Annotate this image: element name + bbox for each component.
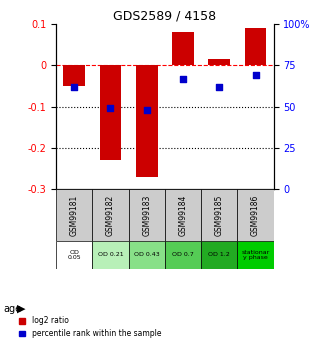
FancyBboxPatch shape [56, 241, 92, 269]
Text: GSM99186: GSM99186 [251, 194, 260, 236]
FancyBboxPatch shape [56, 189, 92, 241]
Bar [136, 66, 158, 177]
Text: age: age [3, 304, 21, 314]
Bar [245, 28, 267, 66]
Text: GSM99181: GSM99181 [70, 194, 79, 236]
FancyBboxPatch shape [92, 189, 128, 241]
Text: OD 1.2: OD 1.2 [208, 253, 230, 257]
Point [108, 106, 113, 111]
Text: OD 0.7: OD 0.7 [172, 253, 194, 257]
Bar [100, 66, 121, 160]
Point [72, 84, 77, 90]
Point [253, 72, 258, 78]
Bar [63, 66, 85, 86]
FancyBboxPatch shape [128, 241, 165, 269]
Point [180, 76, 185, 81]
FancyBboxPatch shape [237, 189, 274, 241]
FancyBboxPatch shape [237, 241, 274, 269]
FancyBboxPatch shape [201, 241, 237, 269]
FancyBboxPatch shape [165, 189, 201, 241]
FancyBboxPatch shape [92, 241, 128, 269]
Text: ▶: ▶ [17, 304, 26, 314]
Text: OD 0.21: OD 0.21 [98, 253, 123, 257]
FancyBboxPatch shape [165, 241, 201, 269]
Legend: log2 ratio, percentile rank within the sample: log2 ratio, percentile rank within the s… [16, 313, 164, 341]
FancyBboxPatch shape [201, 189, 237, 241]
Text: GSM99184: GSM99184 [179, 194, 188, 236]
Text: OD
0.05: OD 0.05 [67, 249, 81, 260]
Text: stationar
y phase: stationar y phase [241, 249, 270, 260]
Text: OD 0.43: OD 0.43 [134, 253, 160, 257]
Text: GSM99183: GSM99183 [142, 194, 151, 236]
Point [144, 107, 149, 113]
Point [217, 84, 222, 90]
Title: GDS2589 / 4158: GDS2589 / 4158 [113, 10, 216, 23]
Bar [172, 32, 194, 66]
Text: GSM99182: GSM99182 [106, 194, 115, 236]
Text: GSM99185: GSM99185 [215, 194, 224, 236]
FancyBboxPatch shape [128, 189, 165, 241]
Bar [208, 59, 230, 66]
